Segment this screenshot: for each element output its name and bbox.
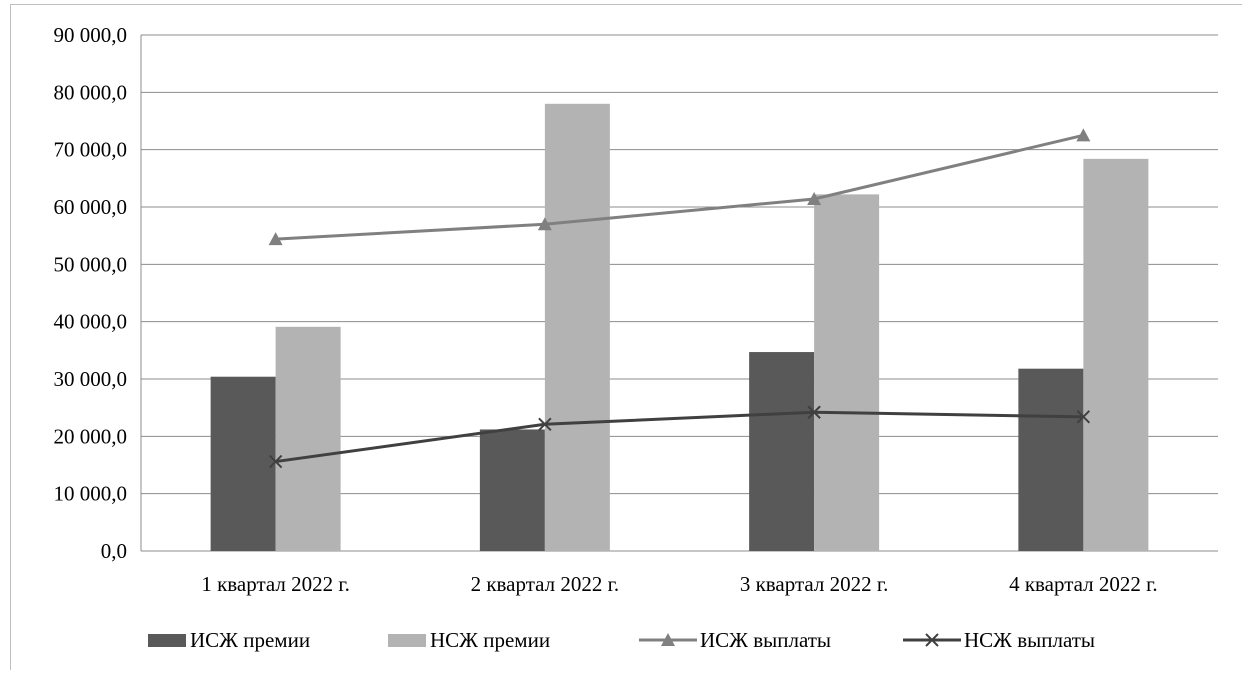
data-point <box>807 191 822 205</box>
y-tick-label: 30 000,0 <box>54 367 128 391</box>
data-point <box>268 232 283 246</box>
y-tick-label: 40 000,0 <box>54 310 128 334</box>
data-point <box>537 217 552 231</box>
series-line <box>275 133 1084 241</box>
legend-marker <box>661 633 675 646</box>
x-tick-label: 2 квартал 2022 г. <box>471 572 620 596</box>
y-tick-label: 90 000,0 <box>54 23 128 47</box>
y-tick-label: 70 000,0 <box>54 138 128 162</box>
legend-label: НСЖ выплаты <box>964 628 1095 652</box>
data-point <box>1076 128 1091 142</box>
y-tick-label: 20 000,0 <box>54 424 128 448</box>
chart-frame <box>10 4 1242 670</box>
legend-label: НСЖ премии <box>430 628 550 652</box>
series-lines <box>268 128 1091 469</box>
bar <box>275 326 341 551</box>
bar <box>814 194 880 552</box>
bar <box>479 429 545 551</box>
bars <box>210 103 1149 552</box>
bar <box>544 103 610 552</box>
x-tick-label: 4 квартал 2022 г. <box>1009 572 1158 596</box>
data-point <box>268 454 283 469</box>
bar <box>1083 158 1149 551</box>
legend-label: ИСЖ премии <box>190 628 310 652</box>
data-point <box>807 405 821 419</box>
y-tick-label: 0,0 <box>101 539 127 563</box>
y-tick-label: 50 000,0 <box>54 252 128 276</box>
legend: ИСЖ премии НСЖ премии ИСЖ выплаты НСЖ выпла… <box>148 628 1095 652</box>
y-tick-label: 10 000,0 <box>54 482 128 506</box>
x-tick-label: 1 квартал 2022 г. <box>201 572 350 596</box>
x-axis-ticks: 1 квартал 2022 г. 2 квартал 2022 г. 3 квар… <box>201 572 1157 596</box>
y-axis-ticks: 0,0 10 000,0 20 000,0 30 000,0 40 000,0 50 00… <box>54 23 128 563</box>
legend-label: ИСЖ выплаты <box>700 628 831 652</box>
bar <box>1018 368 1084 551</box>
y-tick-label: 60 000,0 <box>54 195 128 219</box>
bar <box>749 352 815 551</box>
series-line <box>275 410 1084 464</box>
data-point <box>1076 410 1091 424</box>
y-tick-label: 80 000,0 <box>54 80 128 104</box>
x-tick-label: 3 квартал 2022 г. <box>740 572 889 596</box>
legend-marker <box>925 633 939 647</box>
bar <box>210 376 276 551</box>
legend-swatch <box>148 634 186 647</box>
legend-swatch <box>388 634 426 647</box>
data-point <box>538 417 552 432</box>
